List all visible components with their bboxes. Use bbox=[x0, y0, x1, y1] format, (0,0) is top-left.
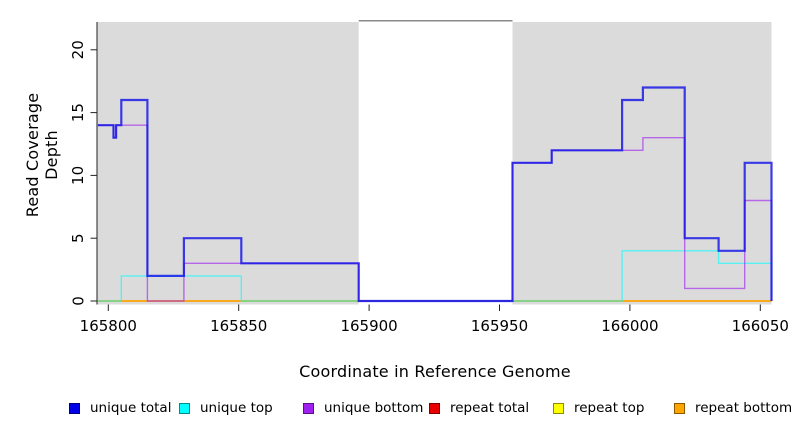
x-tick-label: 166000 bbox=[601, 317, 658, 335]
series-line-unique-top bbox=[97, 250, 773, 302]
y-tick-label: 0 bbox=[69, 296, 87, 306]
series-line-unique-total bbox=[97, 86, 773, 303]
y-axis-title: Read Coverage Depth bbox=[23, 92, 61, 218]
x-tick-label: 165800 bbox=[80, 317, 137, 335]
y-tick-label: 15 bbox=[69, 103, 87, 122]
y-tick-label: 20 bbox=[69, 40, 87, 59]
x-tick-label: 165850 bbox=[210, 317, 267, 335]
x-axis-title: Coordinate in Reference Genome bbox=[299, 362, 571, 381]
x-tick-label: 165900 bbox=[340, 317, 397, 335]
x-tick-label: 166050 bbox=[732, 317, 789, 335]
y-tick-label: 10 bbox=[69, 166, 87, 185]
y-tick-label: 5 bbox=[69, 233, 87, 243]
x-tick-label: 165950 bbox=[471, 317, 528, 335]
gap-region bbox=[358, 20, 513, 305]
